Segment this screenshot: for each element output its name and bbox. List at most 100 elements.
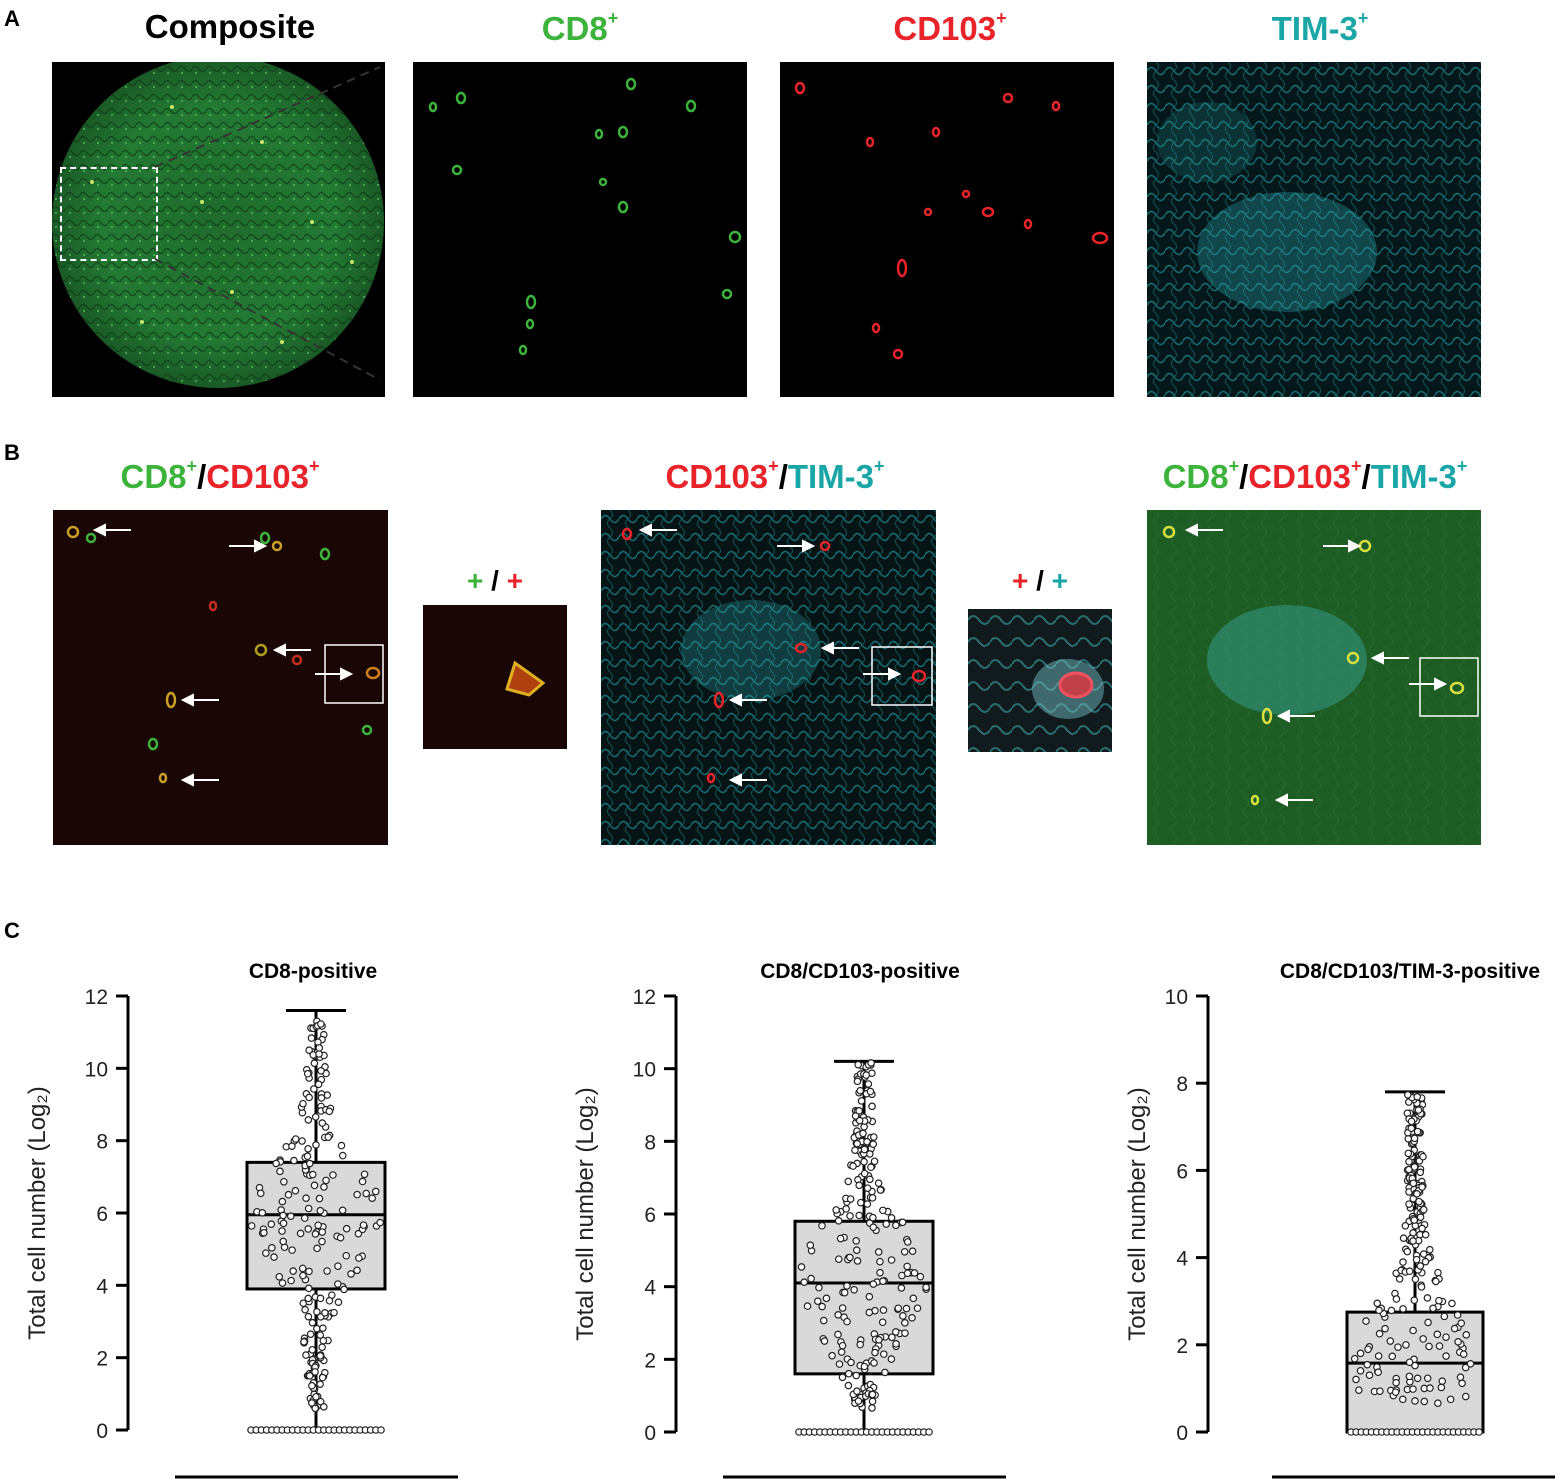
title-cd103: CD103+ — [893, 8, 1007, 47]
data-point — [901, 1319, 909, 1327]
data-point — [853, 1387, 861, 1396]
data-point — [892, 1339, 900, 1348]
data-point — [834, 1217, 843, 1225]
data-point — [1405, 1358, 1414, 1367]
data-point — [291, 1135, 300, 1143]
data-point — [1475, 1428, 1483, 1436]
data-point — [897, 1284, 906, 1292]
data-point — [376, 1218, 384, 1227]
data-point — [1410, 1216, 1419, 1224]
data-point — [820, 1337, 829, 1345]
data-point — [360, 1170, 369, 1179]
y-tick-label: 12 — [85, 986, 108, 1009]
data-point — [1409, 1326, 1417, 1335]
data-point — [1413, 1127, 1422, 1136]
data-point — [850, 1285, 858, 1294]
data-point — [1392, 1295, 1401, 1303]
data-point — [1392, 1378, 1400, 1387]
data-point — [278, 1227, 286, 1235]
data-point — [879, 1206, 887, 1215]
data-point — [304, 1204, 313, 1213]
chart-2: 0 2 4 6 8 10 12 Total cell number (Log₂) — [572, 986, 1006, 1479]
data-point — [355, 1254, 363, 1262]
data-point — [308, 1170, 317, 1179]
data-point — [860, 1169, 869, 1178]
data-point — [291, 1186, 300, 1195]
y-tick-label: 8 — [644, 1131, 656, 1154]
data-point — [863, 1137, 871, 1146]
data-point — [1411, 1397, 1419, 1405]
data-point — [855, 1181, 864, 1190]
data-point — [358, 1177, 367, 1186]
data-point — [1457, 1319, 1466, 1328]
data-point — [329, 1171, 337, 1179]
data-point — [818, 1302, 826, 1311]
data-point — [797, 1263, 806, 1271]
data-point — [284, 1190, 293, 1199]
data-point — [832, 1206, 840, 1214]
data-point — [260, 1228, 268, 1237]
data-point — [1374, 1368, 1382, 1376]
data-point — [334, 1280, 342, 1288]
data-point — [279, 1237, 288, 1246]
chart-1: 0 2 4 6 8 10 12 Total cell number (Log₂) — [24, 986, 458, 1479]
data-point — [314, 1221, 322, 1230]
data-point — [316, 1331, 325, 1339]
data-point — [869, 1213, 877, 1222]
data-point — [856, 1086, 865, 1095]
cd8-cd103-overlay-image — [53, 510, 388, 845]
data-point — [1405, 1200, 1413, 1208]
data-point — [913, 1304, 922, 1313]
data-point — [1419, 1250, 1428, 1258]
data-point — [844, 1177, 853, 1186]
y-tick-label: 6 — [1176, 1160, 1188, 1183]
data-point — [1388, 1352, 1397, 1361]
data-point — [313, 1324, 321, 1333]
data-point — [1391, 1388, 1400, 1396]
data-point — [330, 1308, 338, 1317]
data-point — [834, 1255, 843, 1263]
data-point — [1362, 1317, 1370, 1325]
data-point — [304, 1312, 313, 1321]
data-point — [1423, 1294, 1432, 1302]
data-point — [347, 1270, 355, 1278]
data-point — [268, 1244, 276, 1252]
data-point — [887, 1213, 896, 1222]
data-point — [1409, 1179, 1418, 1188]
data-point — [316, 1294, 325, 1303]
data-point — [276, 1167, 284, 1176]
data-point — [1356, 1366, 1365, 1375]
data-point — [338, 1151, 347, 1160]
data-point — [1399, 1234, 1408, 1243]
data-point — [879, 1306, 888, 1314]
y-axis-label: Total cell number (Log₂) — [572, 1087, 599, 1340]
title-tim3: TIM-3+ — [1271, 8, 1369, 47]
data-point — [876, 1257, 884, 1266]
data-point — [869, 1280, 878, 1288]
data-point — [1381, 1324, 1389, 1333]
data-point — [844, 1369, 853, 1378]
data-point — [289, 1267, 297, 1275]
y-tick-label: 4 — [96, 1275, 108, 1298]
data-point — [315, 1194, 324, 1203]
data-point — [1405, 1267, 1414, 1276]
data-point — [313, 1307, 321, 1316]
panel-letter-b: B — [4, 440, 20, 465]
data-point — [310, 1181, 319, 1190]
data-point — [803, 1302, 812, 1310]
data-point — [316, 1352, 325, 1360]
data-point — [1453, 1311, 1462, 1319]
inset-1-image — [423, 605, 567, 749]
data-point — [887, 1256, 896, 1264]
data-point — [828, 1351, 836, 1360]
data-point — [903, 1238, 912, 1246]
data-point — [300, 1337, 308, 1346]
data-point — [1387, 1306, 1396, 1315]
data-point — [1413, 1190, 1421, 1198]
data-point — [306, 1330, 315, 1338]
data-point — [315, 1044, 324, 1052]
data-point — [1437, 1383, 1446, 1392]
data-point — [874, 1248, 883, 1256]
data-point — [892, 1221, 900, 1230]
data-point — [267, 1220, 276, 1229]
